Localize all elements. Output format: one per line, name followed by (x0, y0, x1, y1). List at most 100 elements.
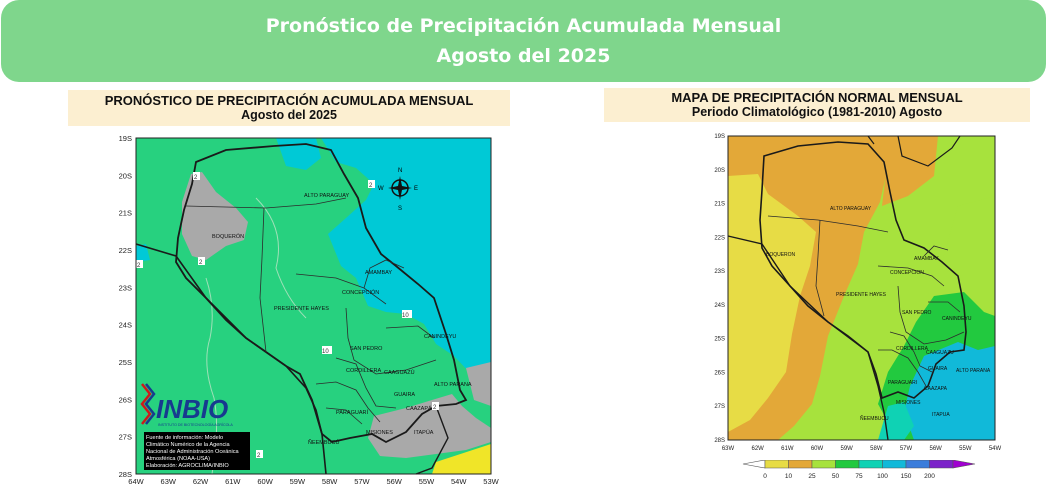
normal-lat-label: 20S (714, 168, 725, 174)
forecast-contour-value: 10 (322, 349, 329, 355)
forecast-region-label: ÑEEMBUCÚ (308, 439, 340, 446)
legend-swatch (882, 460, 907, 469)
banner-subtitle: Agosto del 2025 (436, 45, 611, 67)
normal-region-label: CORDILLERA (896, 346, 929, 352)
forecast-lon-label: 64W (128, 477, 144, 486)
inbio-logo-mark-icon (140, 383, 152, 425)
forecast-contour-line (255, 197, 307, 319)
forecast-panel-title: PRONÓSTICO DE PRECIPITACIÓN ACUMULADA ME… (104, 93, 474, 108)
forecast-panel-subtitle: Agosto del 2025 (241, 108, 337, 122)
normal-lon-label: 59W (840, 446, 853, 452)
normal-region-label: PRESIDENTE HAYES (836, 292, 887, 298)
forecast-cyan-area-west (136, 244, 150, 262)
forecast-lat-label: 23S (119, 283, 132, 292)
credits-line: Fuente de información: Modelo (146, 435, 223, 441)
normal-orange-area-north (878, 136, 938, 206)
forecast-lon-label: 62W (193, 477, 209, 486)
normal-panel-title: MAPA DE PRECIPITACIÓN NORMAL MENSUAL (671, 90, 963, 105)
forecast-region-label: SAN PEDRO (350, 346, 383, 352)
credits-box (144, 432, 250, 470)
normal-region-label: ÑEEMBUCU (860, 415, 889, 422)
legend-swatch (811, 460, 836, 469)
forecast-region-label: MISIONES (366, 430, 393, 436)
header-banner: Pronóstico de Precipitación Acumulada Me… (1, 0, 1046, 82)
legend-tick-label: 25 (808, 473, 816, 480)
forecast-gray-area-itapua (368, 394, 491, 458)
forecast-lat-label: 28S (119, 470, 132, 479)
credits-line: Atmosférica (NOAA-USA) (146, 456, 210, 462)
forecast-panel-header: PRONÓSTICO DE PRECIPITACIÓN ACUMULADA ME… (68, 90, 510, 126)
normal-region-label: ALTO PARAGUAY (830, 206, 872, 212)
forecast-region-label: CONCEPCIÓN (342, 289, 379, 296)
forecast-lat-label: 27S (119, 433, 132, 442)
legend-tick-label: 50 (832, 473, 840, 480)
forecast-region-label: ALTO PARANA (434, 382, 472, 388)
normal-lon-label: 58W (870, 446, 883, 452)
normal-panel-header: MAPA DE PRECIPITACIÓN NORMAL MENSUAL Per… (604, 88, 1030, 122)
forecast-lat-label: 24S (119, 321, 132, 330)
normal-region-label: ALTO PARANA (956, 368, 991, 374)
legend-swatch (835, 460, 860, 469)
inbio-logo-mark-icon (144, 383, 156, 425)
inbio-logo-tagline: INSTITUTO DE BIOTECNOLOGÍA AGRÍCOLA (158, 423, 233, 427)
forecast-contour-value: 10 (402, 313, 409, 319)
normal-region-label: BOQUERON (766, 252, 796, 258)
forecast-department-borders (185, 197, 437, 425)
legend-swatch (858, 460, 883, 469)
inbio-logo: INBIO INSTITUTO DE BIOTECNOLOGÍA AGRÍCOL… (140, 383, 233, 427)
forecast-gray-area-east (466, 362, 491, 406)
normal-lat-label: 25S (714, 337, 725, 343)
normal-lat-label: 22S (714, 235, 725, 241)
forecast-region-label: AMAMBAY (365, 270, 392, 276)
forecast-lat-label: 19S (119, 134, 132, 143)
compass-south: S (398, 206, 402, 212)
normal-lon-label: 57W (900, 446, 913, 452)
legend-swatch (788, 460, 813, 469)
forecast-lon-label: 63W (161, 477, 177, 486)
normal-lon-label: 56W (929, 446, 942, 452)
compass-north: N (398, 168, 402, 174)
normal-lat-label: 23S (714, 269, 725, 275)
normal-map: ALTO PARAGUAY BOQUERON PRESIDENTE HAYES … (714, 134, 1002, 452)
normal-cyan-area (904, 342, 995, 440)
forecast-map-frame (135, 137, 492, 475)
forecast-lon-label: 59W (290, 477, 306, 486)
normal-lon-label: 61W (781, 446, 794, 452)
forecast-lon-label: 61W (225, 477, 241, 486)
banner-title: Pronóstico de Precipitación Acumulada Me… (265, 15, 782, 37)
normal-region-label: SAN PEDRO (902, 310, 932, 316)
forecast-contour-value: 2 (369, 183, 373, 189)
normal-region-label: MISIONES (896, 400, 921, 406)
forecast-region-label: CANINDEYU (424, 334, 456, 340)
credits-line: Elaboración: AGROCLIMA/INBIO (146, 463, 229, 469)
forecast-lon-label: 57W (354, 477, 370, 486)
normal-lat-label: 21S (714, 202, 725, 208)
credits-line: Climático Numérico de la Agencia (146, 442, 231, 448)
forecast-contour-value: 2 (199, 260, 203, 266)
forecast-yellow-area (432, 444, 491, 474)
normal-department-borders (767, 215, 965, 387)
forecast-lat-label: 20S (119, 171, 132, 180)
normal-lat-label: 27S (714, 404, 725, 410)
forecast-lat-label: 25S (119, 358, 132, 367)
legend-swatch (905, 460, 930, 469)
forecast-border-line (415, 405, 449, 475)
normal-lon-label: 63W (722, 446, 735, 452)
compass-east: E (414, 186, 418, 192)
normal-lon-label: 55W (959, 446, 972, 452)
normal-lat-label: 28S (714, 438, 725, 444)
normal-lat-label: 24S (714, 303, 725, 309)
forecast-region-label: ITAPÚA (414, 429, 434, 436)
normal-region-label: CANINDEYU (942, 316, 972, 322)
legend-arrow-left (742, 460, 766, 469)
normal-lat-label: 26S (714, 370, 725, 376)
normal-lat-label: 19S (714, 134, 725, 140)
normal-lon-label: 54W (989, 446, 1002, 452)
forecast-lon-label: 56W (386, 477, 402, 486)
normal-region-label: CONCEPCION (890, 270, 924, 276)
forecast-lat-label: 21S (119, 209, 132, 218)
normal-lon-label: 60W (811, 446, 824, 452)
forecast-region-label: PRESIDENTE HAYES (274, 306, 329, 312)
forecast-lat-label: 26S (119, 395, 132, 404)
legend-tick-label: 100 (877, 473, 888, 480)
